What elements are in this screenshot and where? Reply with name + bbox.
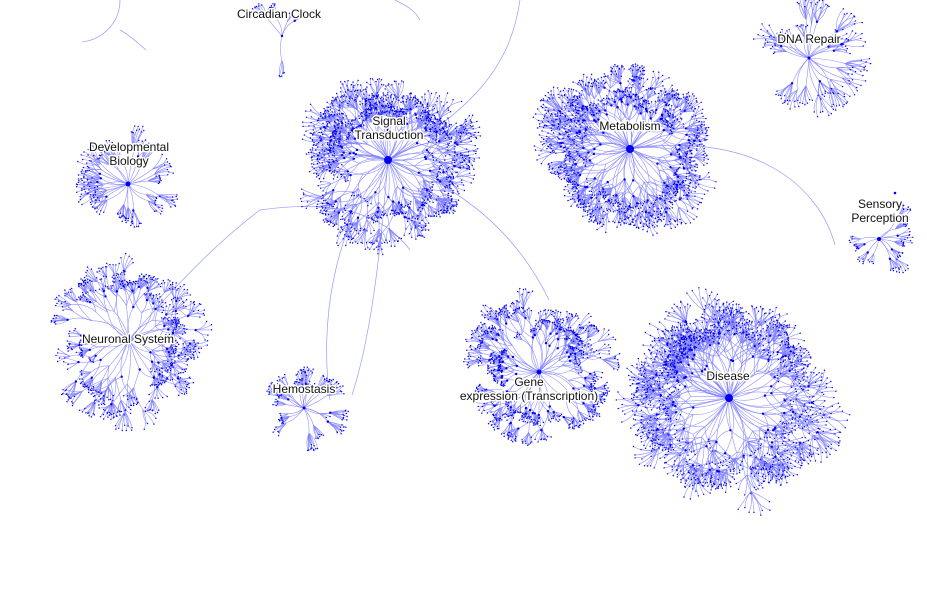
edge	[405, 217, 406, 229]
edge	[121, 340, 129, 377]
edge	[670, 131, 693, 134]
edge	[605, 111, 621, 121]
edge	[388, 160, 389, 197]
edge	[677, 207, 678, 225]
edge	[861, 237, 879, 239]
edge	[91, 366, 109, 372]
edge	[58, 349, 70, 356]
edge	[65, 358, 79, 362]
edge	[127, 384, 143, 410]
edge	[96, 347, 105, 356]
edge	[56, 355, 70, 356]
edge	[129, 340, 154, 378]
cluster-circadian	[253, 4, 306, 77]
edge	[653, 72, 656, 86]
edge	[73, 311, 92, 321]
edge	[266, 17, 282, 36]
edge	[178, 308, 188, 316]
cluster-neuronal	[51, 254, 211, 431]
edge	[678, 207, 697, 217]
edge	[157, 326, 165, 338]
edge	[649, 130, 664, 132]
edge	[856, 243, 864, 244]
edge	[792, 58, 809, 83]
edge	[134, 294, 142, 313]
edge	[280, 36, 282, 61]
edge	[386, 228, 389, 243]
edge	[864, 239, 879, 244]
edge	[506, 324, 513, 346]
edge	[321, 182, 332, 184]
edge	[143, 410, 154, 424]
edge	[630, 149, 664, 158]
edge	[71, 304, 96, 312]
edge	[149, 387, 157, 401]
edge	[659, 170, 672, 181]
edge	[599, 164, 605, 183]
edge	[422, 143, 439, 152]
edge	[140, 370, 154, 378]
edge	[456, 176, 473, 179]
edge	[68, 318, 92, 321]
edge	[624, 180, 625, 201]
edge	[113, 265, 114, 275]
edge	[188, 316, 200, 317]
network-edges	[51, 0, 913, 515]
edge	[134, 370, 140, 388]
edge	[68, 362, 79, 369]
edge	[691, 118, 706, 119]
edge	[129, 340, 158, 363]
edge	[58, 353, 70, 356]
edge	[873, 254, 874, 264]
edge	[660, 138, 680, 146]
edge	[630, 149, 653, 188]
edge	[688, 173, 689, 184]
edge	[275, 17, 282, 36]
cluster-sensory	[849, 205, 912, 272]
edge	[537, 153, 553, 160]
edge	[621, 105, 628, 121]
cluster-dna-repair	[754, 0, 871, 117]
edge	[115, 377, 121, 400]
edge	[512, 345, 539, 372]
edge	[282, 21, 295, 36]
edge	[311, 104, 325, 117]
edge	[421, 136, 429, 141]
edge	[397, 186, 413, 196]
edge	[879, 239, 890, 259]
edge	[107, 184, 128, 200]
edge	[879, 239, 895, 259]
edge	[358, 174, 363, 188]
edge	[117, 293, 127, 306]
edge	[633, 67, 634, 81]
edge	[337, 159, 354, 163]
edge	[806, 58, 809, 86]
edge	[809, 24, 812, 58]
edge	[128, 184, 158, 195]
edge	[70, 336, 82, 337]
edge	[559, 360, 570, 361]
edge	[457, 145, 474, 151]
edge	[627, 106, 635, 149]
edge	[397, 186, 399, 203]
edge	[834, 51, 850, 54]
edge	[423, 180, 424, 189]
edge	[879, 237, 900, 239]
edge	[155, 174, 168, 175]
edge	[176, 333, 186, 334]
edge	[358, 218, 361, 229]
edge	[367, 219, 368, 231]
